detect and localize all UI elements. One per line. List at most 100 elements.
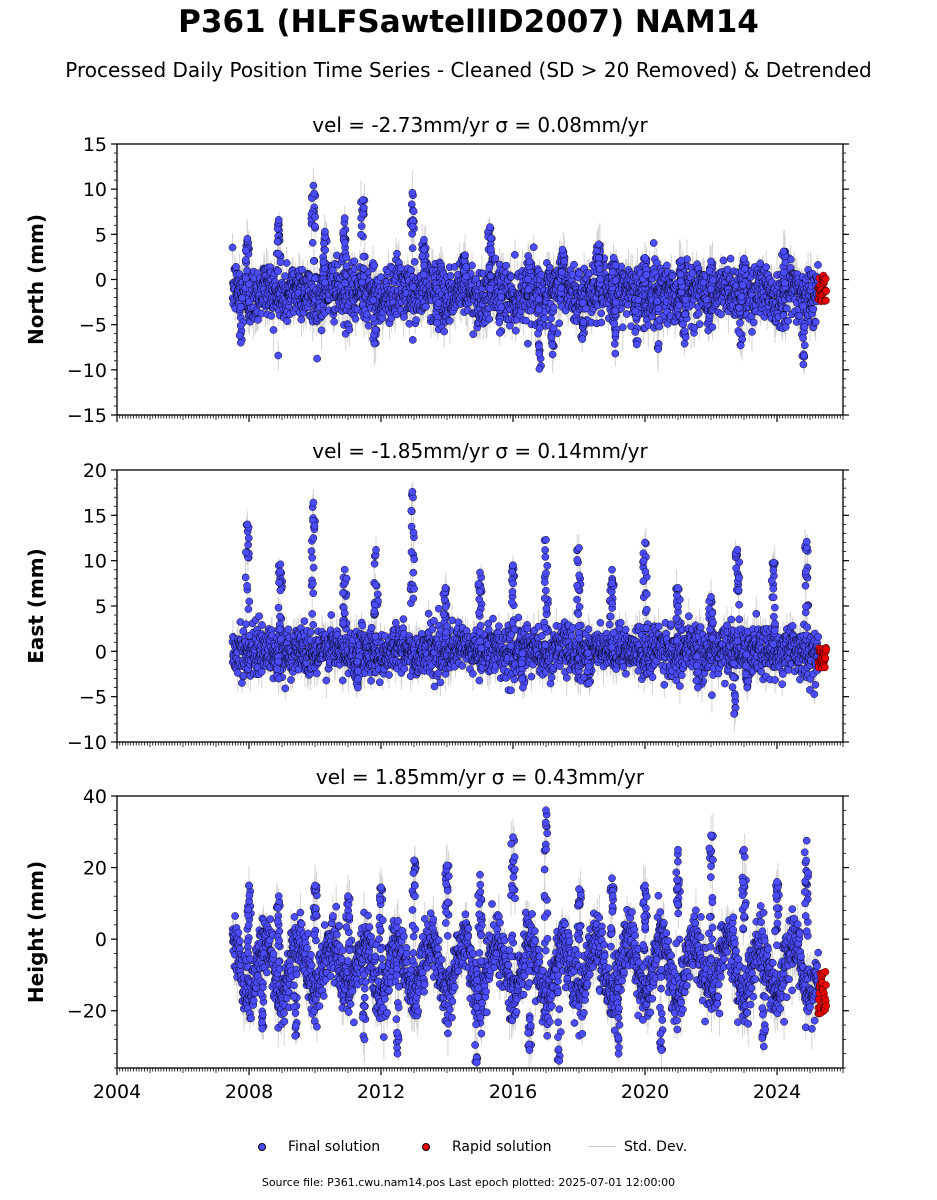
final-point — [433, 319, 441, 327]
final-point — [726, 254, 735, 263]
final-point — [534, 295, 543, 304]
final-point — [529, 243, 538, 252]
final-point — [369, 296, 378, 305]
final-point — [535, 365, 544, 373]
final-point — [681, 310, 689, 319]
final-point — [269, 326, 278, 334]
final-point — [612, 298, 620, 307]
final-point — [655, 322, 664, 331]
final-point — [235, 331, 244, 340]
final-point — [497, 293, 506, 301]
final-point — [351, 315, 360, 323]
final-point — [654, 345, 663, 353]
final-point — [319, 258, 328, 266]
final-point — [557, 284, 566, 292]
final-point — [570, 260, 578, 269]
final-point — [320, 239, 328, 248]
y-tick-label: −5 — [79, 315, 107, 337]
final-point — [523, 339, 532, 348]
final-point — [359, 196, 367, 204]
final-point — [549, 324, 558, 333]
final-point — [228, 243, 237, 252]
final-point — [596, 275, 605, 283]
final-point — [677, 256, 686, 265]
final-point — [376, 273, 385, 282]
final-point — [387, 314, 396, 322]
final-point — [511, 326, 520, 335]
final-point — [311, 212, 319, 221]
final-point — [676, 270, 685, 279]
final-point — [297, 315, 306, 324]
panel-north: −15 −10 −5 0 5 10 15 vel = -2.73mm/yr σ = 0.08m… — [24, 113, 849, 427]
final-point — [506, 321, 514, 330]
final-point — [737, 292, 746, 301]
y-tick-label: 0 — [95, 270, 107, 292]
final-point — [800, 351, 808, 360]
final-point — [762, 263, 771, 271]
final-point — [469, 330, 478, 339]
final-point — [495, 328, 504, 337]
final-point — [740, 254, 748, 263]
final-point — [642, 271, 651, 279]
final-point — [555, 319, 564, 328]
final-point — [420, 245, 429, 254]
final-point — [525, 257, 534, 266]
final-point — [611, 306, 620, 315]
final-point — [611, 329, 620, 338]
final-point — [339, 227, 348, 236]
final-point — [408, 336, 417, 344]
final-point — [472, 274, 480, 283]
final-point — [422, 302, 430, 311]
final-point — [709, 276, 717, 285]
final-point — [363, 310, 371, 319]
panel-title-north: vel = -2.73mm/yr σ = 0.08mm/yr — [312, 113, 648, 137]
final-point — [548, 350, 557, 359]
final-point — [799, 334, 807, 342]
final-point — [357, 222, 366, 231]
final-point — [676, 277, 685, 286]
final-point — [462, 272, 471, 281]
final-point — [408, 222, 417, 231]
final-point — [578, 299, 587, 307]
final-point — [610, 340, 619, 348]
final-point — [540, 314, 549, 323]
final-point — [243, 266, 251, 275]
final-point — [487, 234, 496, 243]
final-point — [342, 262, 351, 271]
final-point — [502, 261, 511, 270]
final-point — [707, 257, 715, 266]
final-point — [694, 309, 703, 318]
final-point — [497, 303, 506, 312]
final-points-north — [228, 181, 823, 373]
final-point — [597, 309, 606, 318]
final-point — [238, 294, 246, 302]
final-point — [267, 312, 276, 320]
final-point — [409, 207, 418, 216]
final-point — [655, 315, 664, 324]
final-point — [317, 326, 326, 335]
final-point — [311, 274, 319, 283]
final-point — [485, 263, 494, 272]
final-point — [241, 246, 250, 255]
final-point — [359, 264, 368, 273]
final-point — [371, 325, 380, 334]
final-point — [800, 341, 809, 350]
y-tick-label: −10 — [67, 360, 107, 382]
final-point — [534, 329, 542, 338]
final-point — [486, 223, 494, 231]
final-point — [547, 333, 556, 342]
final-point — [653, 297, 662, 306]
final-point — [409, 283, 417, 291]
final-point — [597, 318, 606, 327]
final-point — [736, 341, 745, 350]
final-point — [408, 188, 417, 197]
final-point — [407, 265, 416, 274]
final-point — [741, 264, 749, 273]
final-point — [400, 313, 408, 321]
final-point — [524, 285, 533, 294]
final-point — [535, 349, 544, 358]
final-point — [445, 316, 454, 325]
final-point — [410, 257, 419, 266]
final-point — [359, 252, 368, 261]
